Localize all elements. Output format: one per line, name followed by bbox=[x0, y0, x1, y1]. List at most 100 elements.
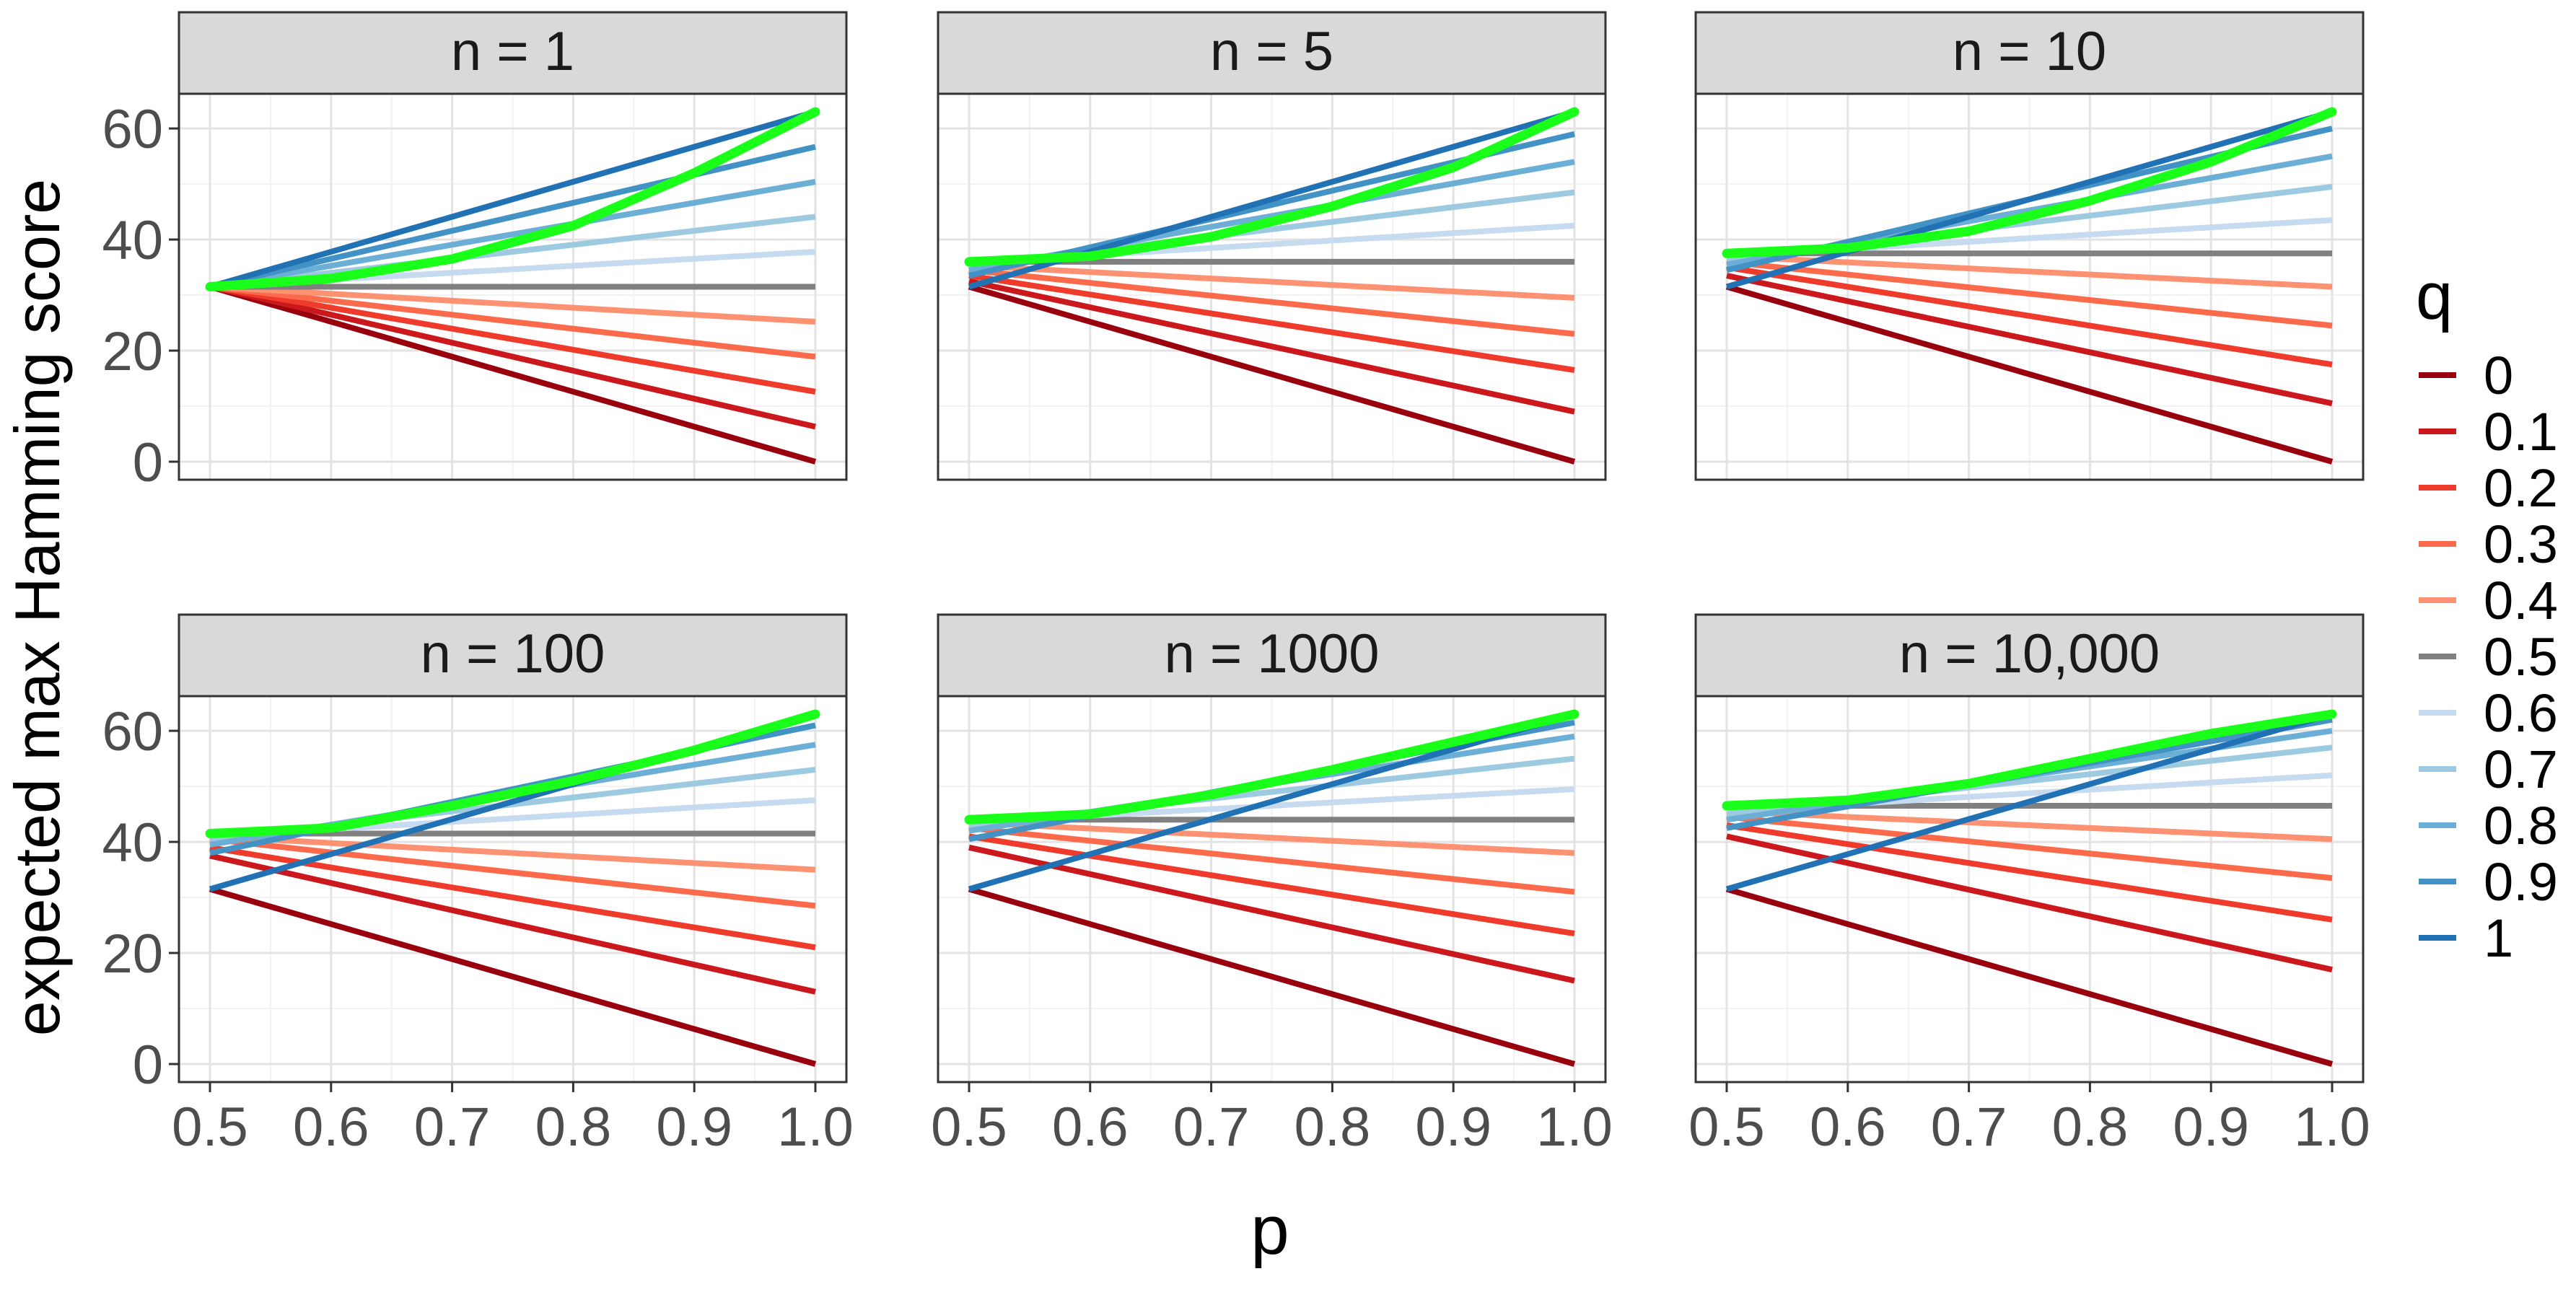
legend-item: 0.2 bbox=[2419, 458, 2558, 518]
series-line-q-0.2 bbox=[209, 844, 816, 951]
legend-item: 0.9 bbox=[2419, 852, 2558, 912]
series-line-q-0.2 bbox=[1726, 822, 2333, 923]
series-line-q-0.4 bbox=[1726, 253, 2333, 290]
legend-item: 0.5 bbox=[2419, 627, 2558, 687]
facet-title: n = 10 bbox=[1953, 21, 2106, 82]
panel-border bbox=[937, 695, 1607, 1084]
panel-border bbox=[1694, 92, 2365, 481]
legend-label: 0.4 bbox=[2484, 571, 2558, 630]
series-line-q-0 bbox=[968, 284, 1576, 465]
series-line-q-0.3 bbox=[968, 267, 1575, 337]
series-line-q-0.1 bbox=[209, 853, 816, 995]
facet-strip bbox=[1694, 613, 2365, 698]
legend-item: 0.8 bbox=[2419, 796, 2558, 856]
series-line-q-0.2 bbox=[968, 833, 1575, 937]
legend-label: 1 bbox=[2484, 908, 2513, 968]
max-envelope-line bbox=[1722, 709, 2337, 811]
panel-border bbox=[178, 92, 848, 481]
series-line-q-1 bbox=[968, 711, 1576, 892]
legend-label: 0 bbox=[2484, 346, 2513, 405]
series-line-q-0.3 bbox=[1726, 814, 2333, 882]
series-line-q-0 bbox=[209, 886, 817, 1067]
series-line-q-0.2 bbox=[968, 273, 1575, 373]
panel-border bbox=[937, 92, 1607, 481]
x-tick-label: 0.5 bbox=[1688, 1097, 1765, 1158]
max-envelope-line bbox=[205, 107, 820, 291]
legend-item: 0.4 bbox=[2419, 571, 2558, 630]
series-line-q-0.4 bbox=[968, 819, 1575, 856]
legend-title: q bbox=[2416, 260, 2453, 333]
legend-label: 0.6 bbox=[2484, 683, 2558, 743]
facet-panel: n = 100 0 20 40 60 0.5 0.6 0.7 0.8 0.9 1.0 bbox=[102, 613, 854, 1158]
x-tick-label: 0.8 bbox=[1294, 1097, 1371, 1158]
legend: q 00.10.20.30.40.50.60.70.80.91 bbox=[2416, 260, 2558, 968]
series-line-q-1 bbox=[1725, 109, 2334, 290]
panel-border bbox=[1694, 695, 2365, 1084]
series-line-q-1 bbox=[209, 109, 817, 290]
y-tick-label: 60 bbox=[102, 99, 163, 160]
series-line-q-0.9 bbox=[209, 144, 816, 290]
facet-strip bbox=[178, 613, 848, 698]
series-line-q-0.1 bbox=[968, 844, 1575, 984]
facet-title: n = 1 bbox=[451, 21, 574, 82]
facet-strip bbox=[937, 613, 1607, 698]
legend-item: 1 bbox=[2419, 908, 2513, 968]
series-line-q-0.1 bbox=[1726, 273, 2333, 407]
series-line-q-0.3 bbox=[1726, 258, 2333, 329]
series-line-q-0 bbox=[1725, 886, 2334, 1067]
panel-border bbox=[178, 695, 848, 1084]
facet-strip bbox=[1694, 11, 2365, 95]
facet-title: n = 10,000 bbox=[1899, 623, 2160, 685]
y-tick-label: 20 bbox=[102, 321, 163, 382]
legend-label: 0.7 bbox=[2484, 739, 2558, 799]
x-tick-label: 0.5 bbox=[931, 1097, 1007, 1158]
legend-label: 0.3 bbox=[2484, 514, 2558, 574]
series-line-q-0.2 bbox=[1726, 264, 2333, 368]
x-tick-label: 0.7 bbox=[1173, 1097, 1250, 1158]
y-tick-label: 20 bbox=[102, 923, 163, 985]
facet-panel: n = 1 0 20 40 60 bbox=[102, 11, 848, 493]
series-line-q-0.4 bbox=[209, 833, 816, 873]
series-line-q-0.4 bbox=[209, 284, 816, 325]
y-tick-label: 40 bbox=[102, 812, 163, 874]
legend-item: 0.6 bbox=[2419, 683, 2558, 743]
series-line-q-0.3 bbox=[968, 825, 1575, 895]
legend-label: 0.2 bbox=[2484, 458, 2558, 518]
max-envelope-line bbox=[205, 709, 820, 838]
legend-item: 0.7 bbox=[2419, 739, 2558, 799]
x-tick-label: 0.9 bbox=[656, 1097, 732, 1158]
legend-items: 00.10.20.30.40.50.60.70.80.91 bbox=[2419, 346, 2558, 968]
x-tick-label: 0.9 bbox=[1415, 1097, 1491, 1158]
x-tick-label: 0.7 bbox=[1931, 1097, 2007, 1158]
series-line-q-0.4 bbox=[968, 263, 1575, 301]
x-tick-label: 0.8 bbox=[535, 1097, 612, 1158]
facet-panel: n = 10 bbox=[1694, 11, 2365, 481]
x-tick-label: 1.0 bbox=[1536, 1097, 1613, 1158]
x-tick-label: 0.6 bbox=[293, 1097, 369, 1158]
x-tick-label: 0.7 bbox=[414, 1097, 491, 1158]
y-tick-label: 0 bbox=[133, 432, 163, 493]
max-envelope-line bbox=[964, 709, 1580, 825]
x-tick-label: 1.0 bbox=[777, 1097, 854, 1158]
y-tick-label: 60 bbox=[102, 701, 163, 763]
series-line-q-0.3 bbox=[209, 284, 816, 360]
series-line-q-0.7 bbox=[209, 214, 816, 290]
max-envelope-line bbox=[1722, 107, 2337, 258]
legend-label: 0.8 bbox=[2484, 796, 2558, 856]
y-axis-label: expected max Hamming score bbox=[1, 179, 73, 1036]
series-line-q-0 bbox=[1725, 284, 2334, 465]
series-line-q-0.2 bbox=[209, 284, 816, 395]
y-tick-label: 40 bbox=[102, 210, 163, 271]
series-line-q-0.4 bbox=[1726, 808, 2333, 843]
x-tick-label: 0.6 bbox=[1052, 1097, 1129, 1158]
x-tick-label: 0.9 bbox=[2173, 1097, 2249, 1158]
legend-item: 0.1 bbox=[2419, 402, 2558, 462]
max-envelope-line bbox=[964, 107, 1580, 267]
facet-title: n = 100 bbox=[421, 623, 605, 685]
series-line-q-0.1 bbox=[968, 278, 1575, 415]
x-tick-label: 0.8 bbox=[2052, 1097, 2129, 1158]
y-tick-label: 0 bbox=[133, 1034, 163, 1096]
x-axis-label: p bbox=[1250, 1192, 1289, 1269]
series-line-q-0 bbox=[209, 284, 817, 465]
